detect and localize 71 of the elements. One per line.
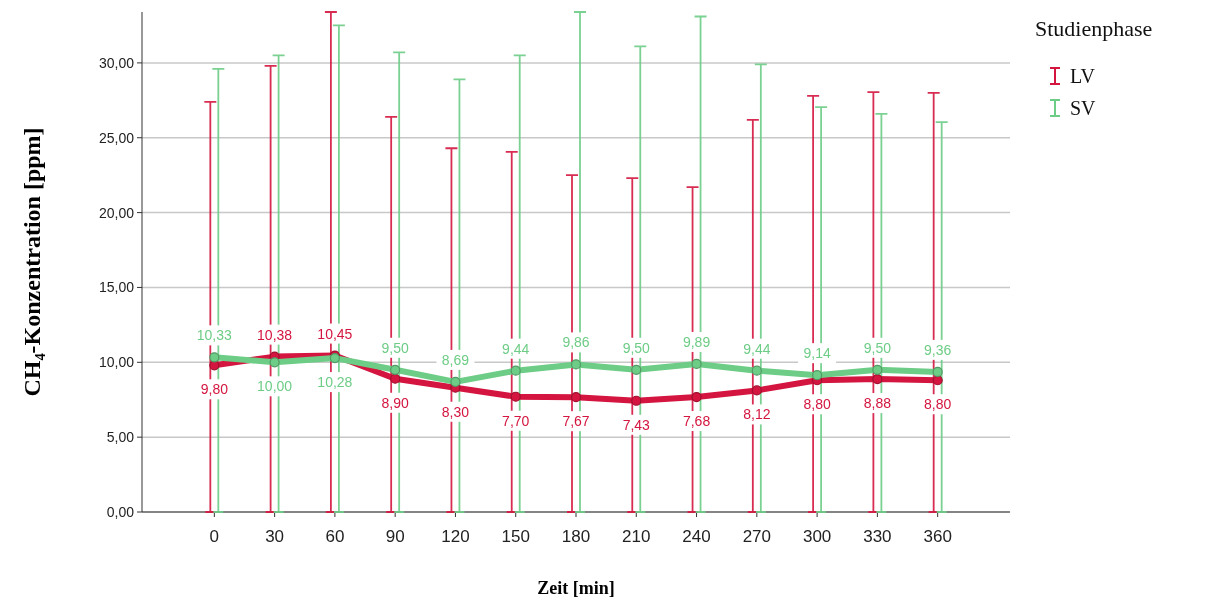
point <box>631 395 642 406</box>
x-tick-label: 180 <box>561 527 591 546</box>
legend-label: SV <box>1070 97 1097 119</box>
data-label: 7,43 <box>622 416 651 433</box>
x-tick-label: 300 <box>802 527 832 546</box>
x-tick-label: 330 <box>863 527 892 546</box>
y-tick-label: 30,00 <box>98 54 135 71</box>
data-label: 9,14 <box>803 345 831 362</box>
data-label: 10,00 <box>257 378 293 395</box>
y-tick-label: 15,00 <box>98 279 135 296</box>
point <box>450 376 461 388</box>
data-label: 10,38 <box>257 326 293 343</box>
data-label: 8,90 <box>381 394 409 411</box>
point <box>812 370 823 381</box>
point <box>570 359 582 370</box>
data-label: 10,33 <box>196 327 233 344</box>
point <box>269 357 280 368</box>
x-tick-label: 150 <box>501 527 530 546</box>
point <box>872 364 883 375</box>
point <box>390 373 401 384</box>
x-tick-label: 210 <box>622 527 651 546</box>
data-label: 9,89 <box>682 333 711 350</box>
point <box>691 358 702 370</box>
data-label: 7,70 <box>502 412 530 429</box>
data-label: 8,80 <box>924 396 952 413</box>
y-axis-title: CH₄-Konzentration [ppm] <box>19 127 45 397</box>
data-label: 7,68 <box>682 413 711 430</box>
point <box>932 375 943 386</box>
point <box>510 365 521 376</box>
data-label: 9,44 <box>743 340 771 357</box>
data-label: 8,88 <box>863 395 892 412</box>
x-tick-label: 90 <box>385 527 405 546</box>
data-label: 8,30 <box>441 403 470 420</box>
data-label: 9,50 <box>622 339 651 356</box>
y-tick-label: 20,00 <box>98 204 135 221</box>
x-tick-label: 360 <box>923 527 952 546</box>
point <box>872 373 883 385</box>
data-label: 7,67 <box>562 413 590 430</box>
point <box>510 391 521 402</box>
point <box>570 392 582 403</box>
point <box>390 364 401 375</box>
y-tick-label: 10,00 <box>98 354 135 371</box>
data-label: 10,45 <box>317 325 353 342</box>
x-tick-label: 60 <box>325 527 345 546</box>
point <box>932 366 943 377</box>
x-tick-label: 0 <box>209 527 220 546</box>
y-tick-label: 0,00 <box>106 504 135 520</box>
legend-title: Studienphase <box>1035 16 1153 41</box>
data-label: 8,69 <box>441 351 470 368</box>
y-tick-label: 5,00 <box>106 429 135 446</box>
y-tick-label: 25,00 <box>98 129 135 146</box>
data-label: 9,50 <box>863 339 892 356</box>
x-tick-label: 120 <box>441 527 470 546</box>
data-label: 9,36 <box>924 341 952 358</box>
point <box>751 365 762 376</box>
data-label: 8,12 <box>743 406 771 423</box>
point <box>209 352 220 363</box>
legend-label: LV <box>1070 65 1096 87</box>
x-tick-label: 30 <box>265 527 285 546</box>
data-label: 9,80 <box>200 381 229 398</box>
x-tick-label: 270 <box>742 527 772 546</box>
data-label: 9,86 <box>562 334 590 351</box>
point <box>691 391 702 403</box>
data-label: 8,80 <box>803 396 831 413</box>
point <box>631 364 642 375</box>
x-tick-label: 240 <box>682 527 711 546</box>
x-axis-title: Zeit [min] <box>537 578 615 598</box>
point <box>751 385 762 396</box>
data-label: 9,50 <box>381 339 409 356</box>
data-label: 9,44 <box>502 340 530 357</box>
data-label: 10,28 <box>317 374 353 391</box>
